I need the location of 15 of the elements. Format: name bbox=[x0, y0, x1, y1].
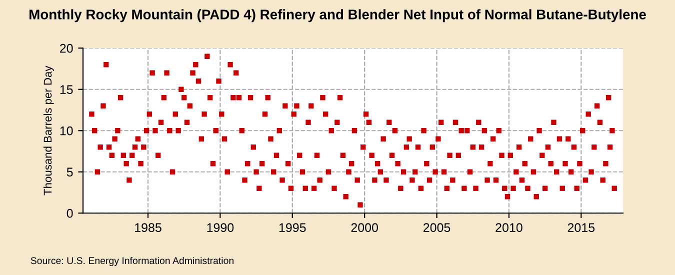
x-tick-label: 2000 bbox=[351, 223, 378, 232]
chart-title: Monthly Rocky Mountain (PADD 4) Refinery and Blender Net Input of Normal Butane-Butylene bbox=[30, 9, 646, 22]
x-tick-label: 2015 bbox=[568, 223, 595, 232]
y-tick-label: 5 bbox=[66, 168, 73, 177]
source-note: Source: U.S. Energy Information Administration bbox=[30, 256, 234, 266]
y-tick-label: 0 bbox=[66, 208, 73, 218]
x-tick-label: 1985 bbox=[135, 223, 162, 232]
x-tick-label: 1995 bbox=[279, 223, 306, 232]
x-tick-label: 2005 bbox=[423, 223, 450, 232]
x-tick-label: 1990 bbox=[207, 223, 234, 232]
y-tick-label: 10 bbox=[60, 126, 73, 136]
y-tick-label: 20 bbox=[60, 44, 73, 53]
x-tick-label: 2010 bbox=[496, 223, 522, 232]
y-axis-title: Thousand Barrels per Day bbox=[43, 66, 54, 196]
y-tick-label: 15 bbox=[60, 85, 73, 94]
